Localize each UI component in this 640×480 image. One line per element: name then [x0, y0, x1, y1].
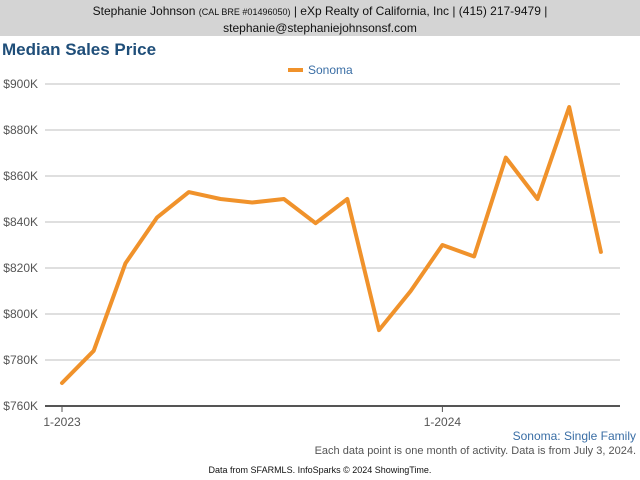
- series-note: Sonoma: Single Family: [512, 429, 636, 443]
- y-tick-label: $840K: [3, 215, 38, 229]
- activity-note: Each data point is one month of activity…: [314, 445, 636, 457]
- y-tick-label: $860K: [3, 169, 38, 183]
- data-point[interactable]: [187, 190, 191, 194]
- data-point[interactable]: [92, 349, 96, 353]
- agent-brokerage: | eXp Realty of California, Inc | (415) …: [293, 4, 548, 18]
- data-point[interactable]: [314, 221, 318, 225]
- y-tick-label: $800K: [3, 307, 38, 321]
- data-point[interactable]: [440, 243, 444, 247]
- data-point[interactable]: [599, 250, 603, 254]
- series-line-sonoma: [60, 105, 603, 385]
- series: [60, 105, 603, 385]
- data-point[interactable]: [409, 289, 413, 293]
- legend-label[interactable]: Sonoma: [308, 63, 353, 77]
- data-point[interactable]: [536, 197, 540, 201]
- y-tick-label: $880K: [3, 123, 38, 137]
- data-point[interactable]: [123, 261, 127, 265]
- y-tick-label: $900K: [3, 77, 38, 91]
- data-point[interactable]: [345, 197, 349, 201]
- data-point[interactable]: [567, 105, 571, 109]
- data-point[interactable]: [377, 328, 381, 332]
- data-point[interactable]: [472, 255, 476, 259]
- agent-license: (CAL BRE #01496050): [198, 7, 291, 17]
- y-tick-label: $820K: [3, 261, 38, 275]
- data-point[interactable]: [60, 381, 64, 385]
- chart-title: Median Sales Price: [2, 40, 157, 59]
- legend[interactable]: Sonoma: [288, 63, 353, 77]
- axes: $760K $780K $800K $820K $840K $860K $880K $900K…: [3, 77, 620, 429]
- agent-header-line-1: Stephanie Johnson (CAL BRE #01496050) | …: [0, 3, 640, 20]
- data-point[interactable]: [250, 200, 254, 204]
- source-note: Data from SFARMLS. InfoSparks © 2024 Sho…: [208, 465, 432, 475]
- data-point[interactable]: [219, 197, 223, 201]
- data-point[interactable]: [282, 197, 286, 201]
- data-point[interactable]: [504, 156, 508, 160]
- y-tick-label: $780K: [3, 353, 38, 367]
- agent-email[interactable]: stephanie@stephaniejohnsonsf.com: [223, 21, 417, 35]
- grid-lines: [45, 83, 620, 361]
- data-point[interactable]: [155, 215, 159, 219]
- x-tick-label: 1-2023: [43, 415, 81, 429]
- agent-header: Stephanie Johnson (CAL BRE #01496050) | …: [0, 0, 640, 36]
- x-tick-label: 1-2024: [424, 415, 462, 429]
- y-tick-label: $760K: [3, 399, 38, 413]
- agent-name: Stephanie Johnson: [92, 4, 196, 18]
